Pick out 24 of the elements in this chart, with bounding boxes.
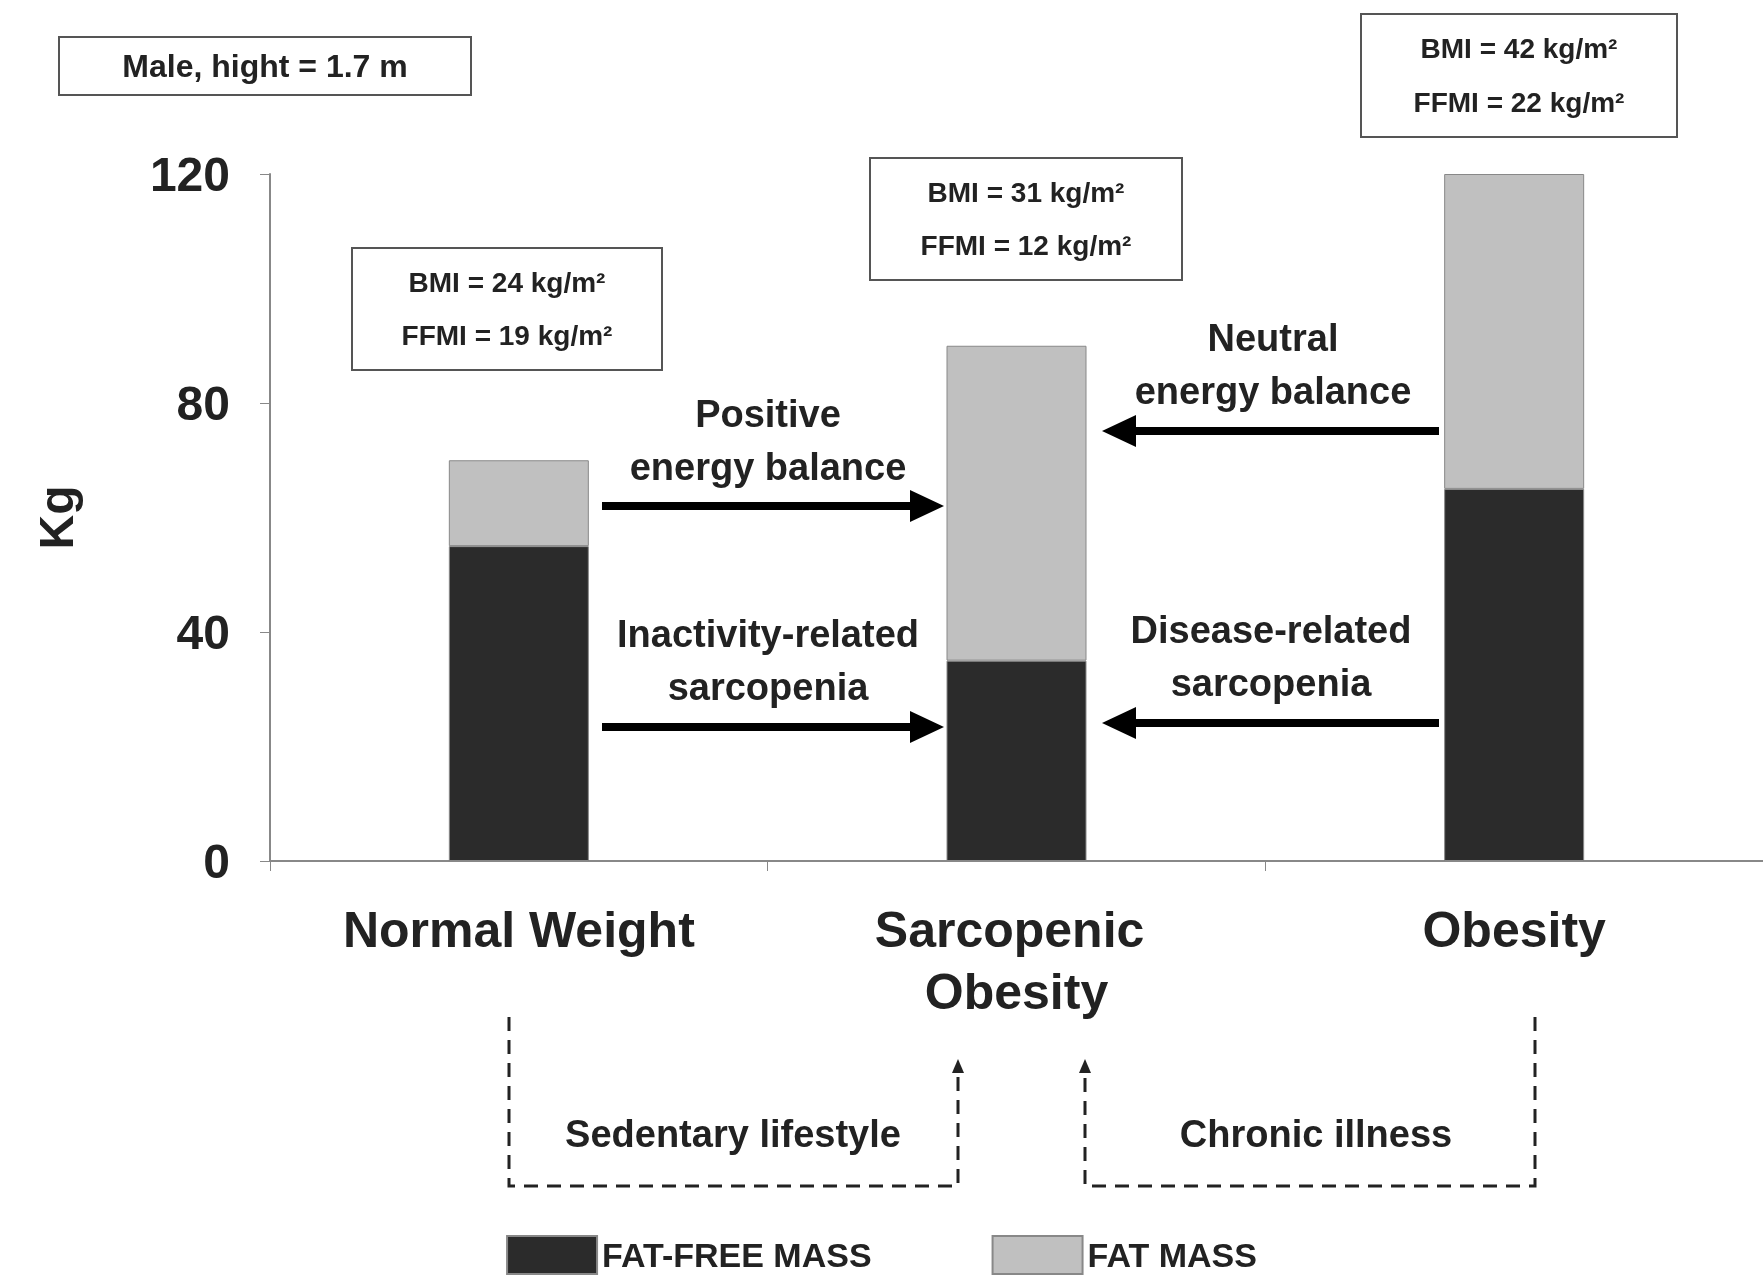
text: Chronic illness <box>1179 1112 1453 1157</box>
annotation: FFMI = 19 kg/m² <box>401 319 613 353</box>
y-tick-label: 120 <box>149 147 230 201</box>
label-box: BMI = 42 kg/m² FFMI = 22 kg/m² <box>1360 13 1678 138</box>
y-tick-label: 80 <box>176 376 230 430</box>
annotation: FFMI = 12 kg/m² <box>920 229 1132 263</box>
label-box: Male, hight = 1.7 m <box>58 36 472 96</box>
annotation: Neutral energy balance <box>1134 316 1412 415</box>
legend-label: FAT MASS <box>1087 1236 1257 1274</box>
x-tick-label: Obesity <box>1422 902 1607 958</box>
x-tick-label: Sarcopenic Obesity <box>874 902 1159 1020</box>
legend-label: FAT-FREE MASS <box>602 1236 872 1274</box>
annotation: Inactivity-related sarcopenia <box>617 612 919 711</box>
annotation: BMI = 24 kg/m² <box>408 265 606 300</box>
annotation: Disease-related sarcopenia <box>1130 608 1412 707</box>
label-box: BMI = 31 kg/m² FFMI = 12 kg/m² <box>869 157 1183 281</box>
y-axis-title: Kg <box>29 485 83 550</box>
x-tick-label: Normal Weight <box>342 902 696 958</box>
annotation: Positive energy balance <box>629 392 907 491</box>
y-tick-label: 0 <box>203 834 230 888</box>
text: Sedentary lifestyle <box>565 1112 901 1157</box>
label-box: BMI = 24 kg/m² FFMI = 19 kg/m² <box>351 247 663 371</box>
y-tick-label: 40 <box>176 605 230 659</box>
annotation: BMI = 31 kg/m² <box>927 175 1125 210</box>
